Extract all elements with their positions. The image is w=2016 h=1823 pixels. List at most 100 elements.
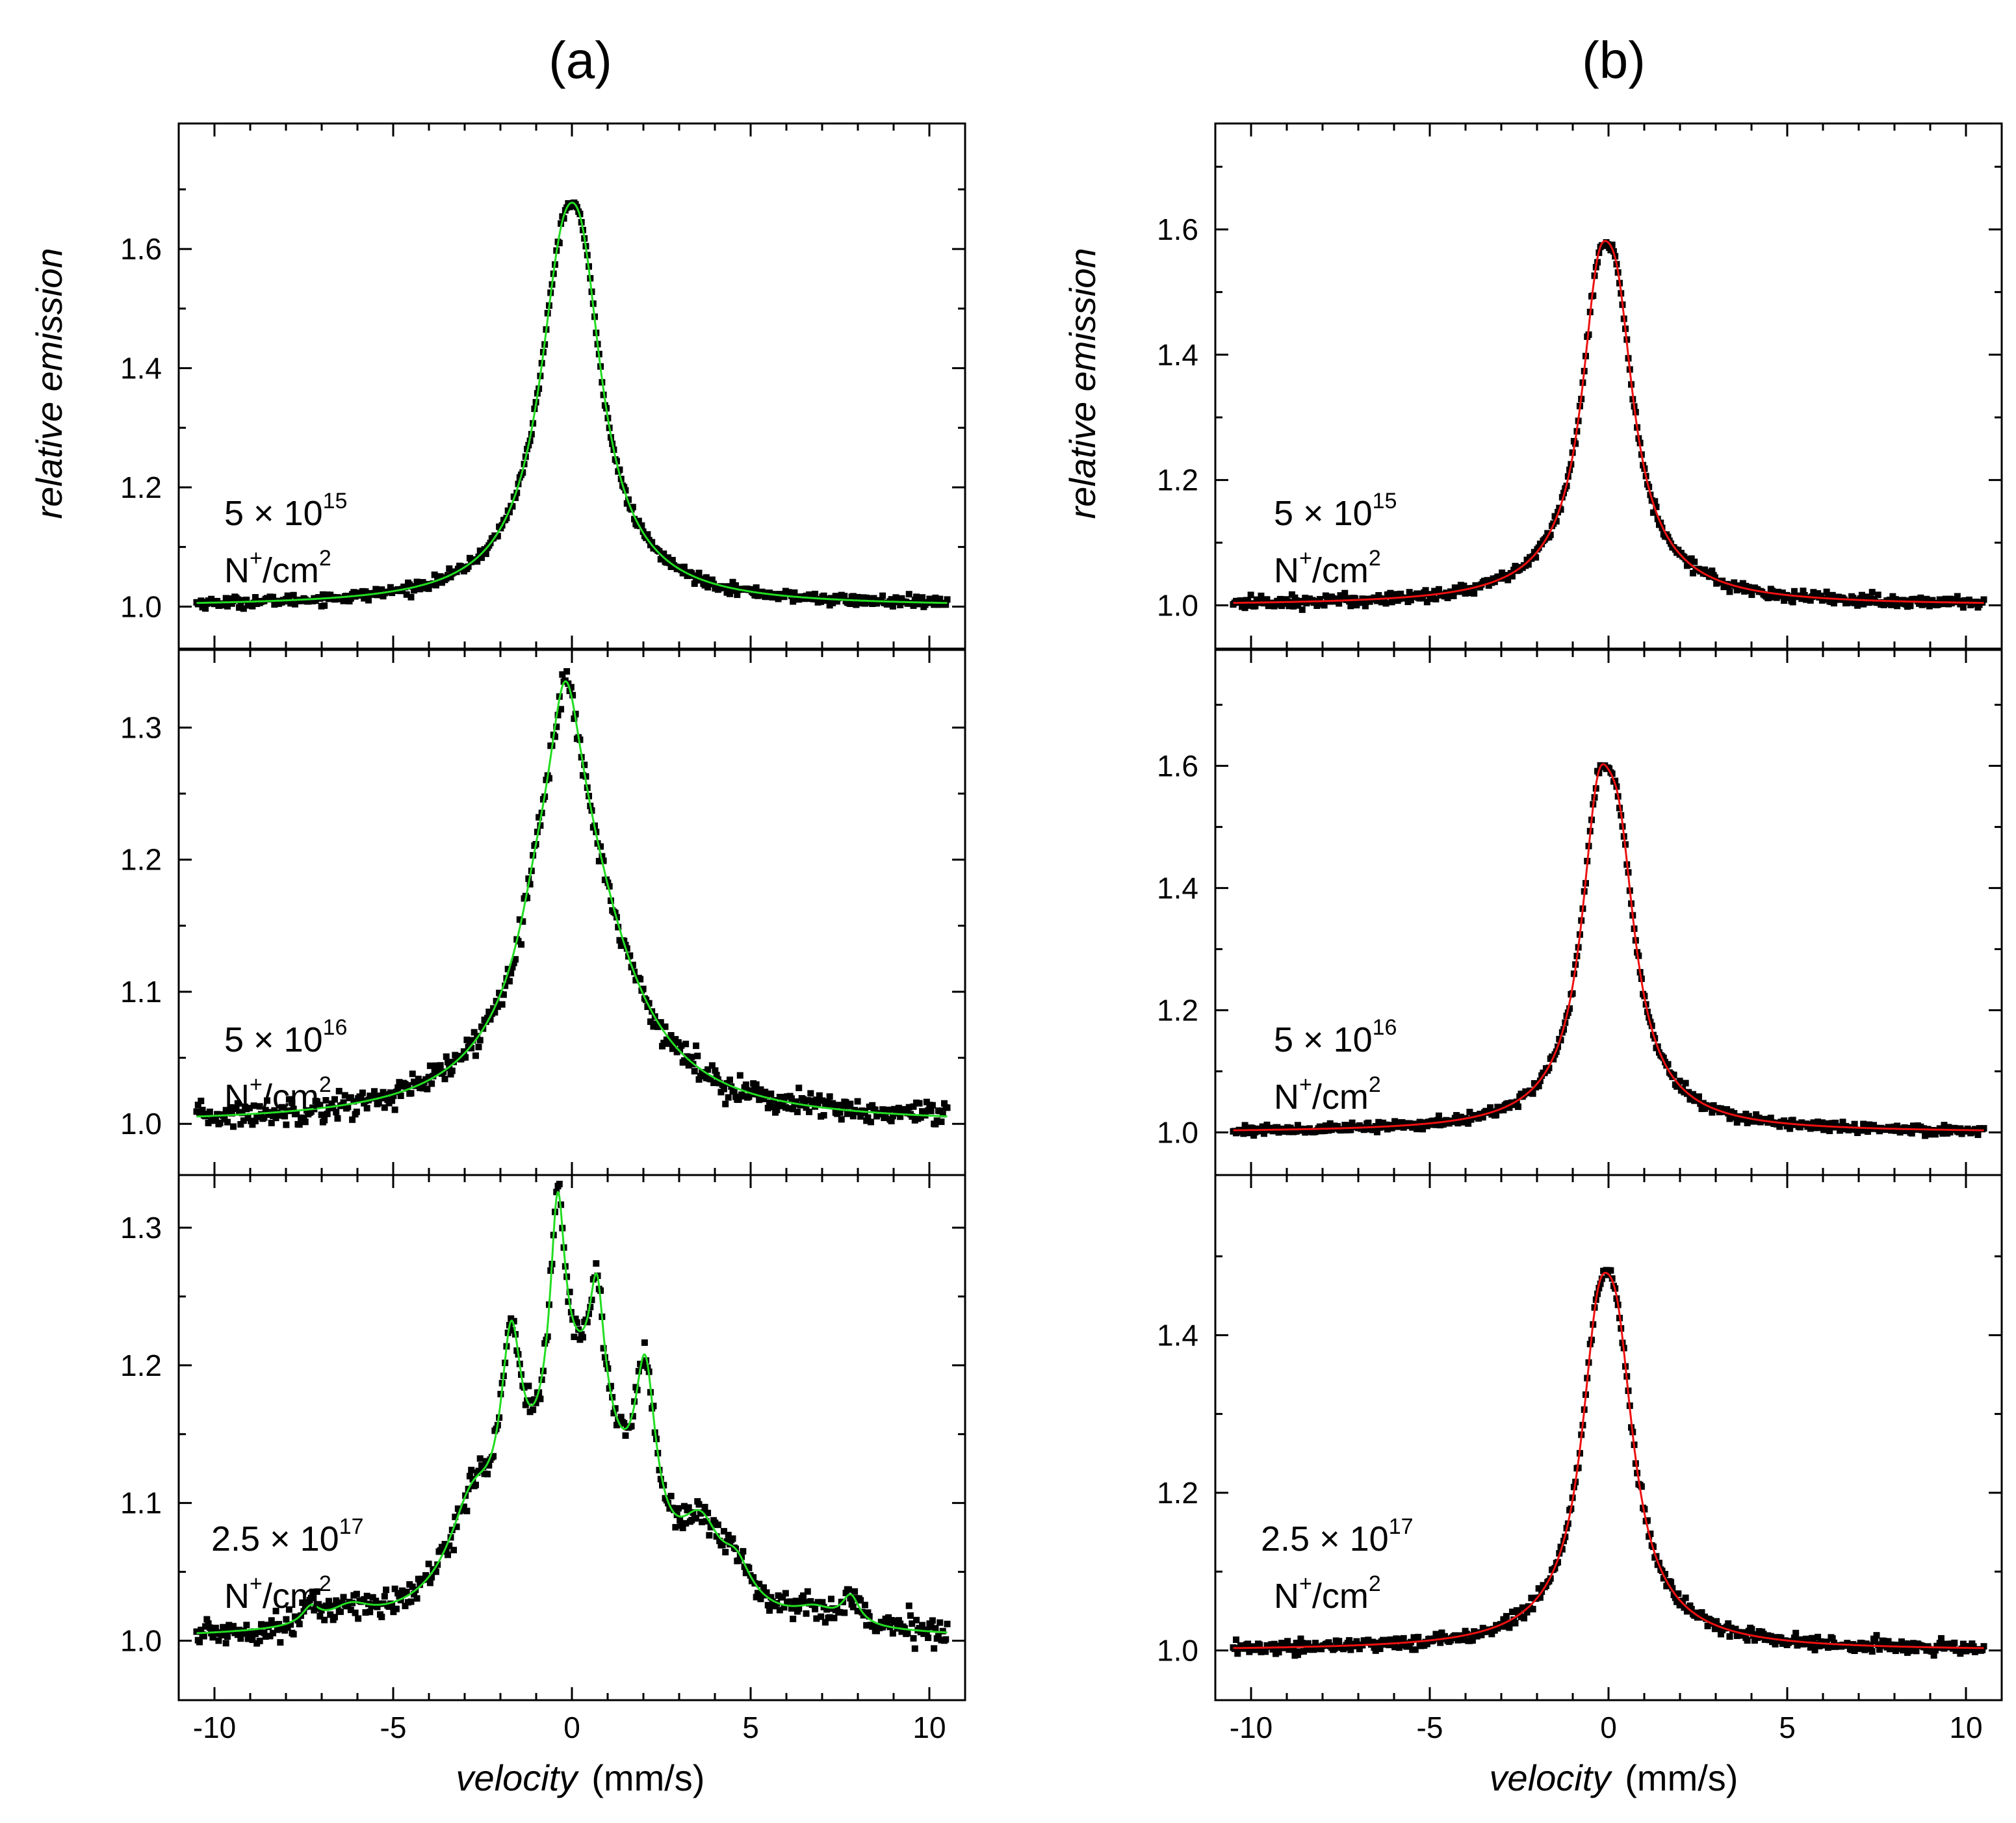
data-point xyxy=(690,1509,697,1516)
data-point xyxy=(450,1547,458,1554)
data-point xyxy=(1246,1648,1253,1655)
data-point xyxy=(262,1107,269,1114)
data-point xyxy=(1604,241,1611,248)
data-point xyxy=(736,1072,743,1079)
data-point xyxy=(842,1590,849,1597)
data-point xyxy=(526,881,534,888)
data-point xyxy=(1723,1105,1730,1113)
data-point xyxy=(205,1620,212,1627)
data-point xyxy=(1346,1636,1353,1644)
data-point xyxy=(621,1419,628,1427)
data-point xyxy=(422,1571,430,1579)
dose-unit-n: N xyxy=(1274,551,1299,590)
data-point xyxy=(753,584,760,591)
data-point xyxy=(1801,591,1808,599)
data-point xyxy=(322,1097,330,1104)
data-point xyxy=(1297,1635,1304,1642)
data-point xyxy=(1256,1641,1263,1648)
data-point xyxy=(472,1481,479,1488)
data-point xyxy=(1781,597,1788,604)
data-point xyxy=(290,1105,297,1113)
data-point xyxy=(916,1100,923,1107)
data-point xyxy=(1709,567,1716,575)
data-point xyxy=(227,1104,234,1111)
data-point xyxy=(929,1617,936,1624)
data-point xyxy=(328,1100,335,1107)
data-point xyxy=(1300,1648,1307,1655)
data-point xyxy=(341,1092,348,1099)
data-point xyxy=(1419,595,1427,602)
data-point xyxy=(1696,1093,1703,1100)
data-point xyxy=(1866,599,1873,606)
data-point xyxy=(544,1333,551,1340)
data-point xyxy=(769,1104,776,1111)
data-point xyxy=(1479,1114,1486,1121)
data-point xyxy=(361,1596,368,1603)
data-point xyxy=(1913,1648,1920,1655)
data-point xyxy=(403,1588,410,1596)
data-point xyxy=(1419,1126,1427,1133)
data-point xyxy=(504,966,511,973)
data-point xyxy=(682,1519,690,1527)
y-tick-label: 1.4 xyxy=(1157,1318,1198,1352)
data-point xyxy=(1807,1125,1814,1132)
data-point xyxy=(274,1626,281,1633)
data-point xyxy=(1817,592,1824,599)
data-point xyxy=(572,1315,579,1323)
data-point xyxy=(701,1070,708,1078)
data-point xyxy=(558,706,565,713)
data-point xyxy=(820,592,827,599)
data-point xyxy=(378,586,385,593)
data-point xyxy=(1275,1649,1282,1656)
data-point xyxy=(428,1573,435,1581)
data-point xyxy=(694,1052,701,1059)
data-point xyxy=(944,1104,951,1111)
data-point xyxy=(1974,1131,1982,1138)
data-point xyxy=(1726,1633,1733,1640)
data-point xyxy=(425,1074,432,1081)
data-point xyxy=(889,1630,896,1637)
data-point xyxy=(781,593,788,601)
data-point xyxy=(246,1104,253,1111)
data-point xyxy=(781,1097,788,1104)
data-point xyxy=(684,1053,691,1060)
data-point xyxy=(595,858,602,865)
data-point xyxy=(250,1102,257,1109)
data-point xyxy=(695,1076,703,1083)
data-point xyxy=(220,1623,227,1631)
data-point xyxy=(599,853,606,860)
data-point xyxy=(293,1110,300,1117)
data-point xyxy=(888,1117,895,1124)
dose-mantissa: 5 × 10 xyxy=(224,1020,323,1059)
data-point xyxy=(770,1097,777,1104)
dose-exponent: 16 xyxy=(323,1015,348,1040)
data-point xyxy=(1691,558,1698,565)
dose-unit-plus: + xyxy=(250,546,263,571)
data-point xyxy=(1422,587,1429,594)
data-point xyxy=(864,1609,872,1616)
y-tick-label: 1.2 xyxy=(1157,993,1198,1027)
data-point xyxy=(432,582,439,589)
data-point xyxy=(476,1037,484,1044)
data-point xyxy=(355,1615,362,1622)
dose-unit-b3: N+/cm2 xyxy=(1274,1571,1381,1616)
data-point xyxy=(1681,1604,1688,1611)
dose-unit-b1: N+/cm2 xyxy=(1274,546,1381,590)
dose-mantissa: 5 × 10 xyxy=(1274,1020,1373,1059)
data-point xyxy=(1391,1644,1399,1651)
data-point xyxy=(402,1603,409,1610)
data-point xyxy=(268,1119,275,1126)
data-point xyxy=(750,1574,757,1581)
data-point xyxy=(315,1601,322,1608)
data-point xyxy=(813,1615,820,1622)
data-point xyxy=(494,532,501,539)
data-point xyxy=(1649,509,1657,516)
data-point xyxy=(262,1633,269,1640)
data-point xyxy=(931,1645,938,1652)
data-point xyxy=(447,574,454,581)
data-point xyxy=(324,1603,331,1610)
data-point xyxy=(537,1395,544,1403)
data-point xyxy=(224,602,231,610)
data-point xyxy=(1958,1130,1965,1137)
data-point xyxy=(541,1340,549,1347)
